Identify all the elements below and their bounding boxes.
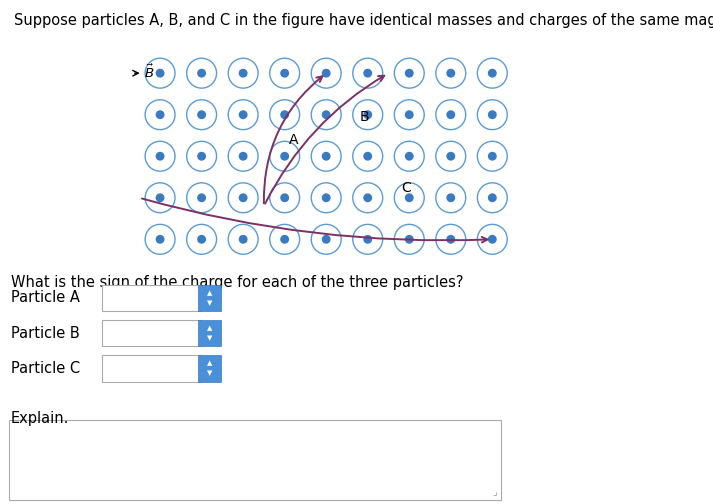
- Circle shape: [447, 111, 454, 118]
- Text: ---Select---: ---Select---: [107, 327, 170, 340]
- Circle shape: [322, 70, 330, 77]
- Circle shape: [281, 194, 288, 202]
- Circle shape: [198, 235, 205, 243]
- Circle shape: [406, 235, 413, 243]
- Circle shape: [364, 153, 371, 160]
- Text: $\vec{B}$: $\vec{B}$: [144, 64, 155, 81]
- Circle shape: [240, 70, 247, 77]
- Circle shape: [156, 235, 164, 243]
- Text: ▲: ▲: [207, 325, 212, 331]
- Text: ▲: ▲: [207, 290, 212, 296]
- Circle shape: [488, 111, 496, 118]
- Text: ▼: ▼: [207, 300, 212, 306]
- Circle shape: [240, 194, 247, 202]
- Circle shape: [322, 153, 330, 160]
- Text: ▲: ▲: [207, 360, 212, 366]
- Circle shape: [488, 70, 496, 77]
- Circle shape: [198, 70, 205, 77]
- Text: ⌟: ⌟: [493, 487, 497, 497]
- Circle shape: [281, 235, 288, 243]
- Circle shape: [198, 194, 205, 202]
- Circle shape: [281, 153, 288, 160]
- Circle shape: [488, 235, 496, 243]
- Text: Suppose particles A, B, and C in the figure have identical masses and charges of: Suppose particles A, B, and C in the fig…: [14, 13, 713, 28]
- Text: Particle B: Particle B: [11, 326, 79, 341]
- Circle shape: [156, 153, 164, 160]
- Circle shape: [156, 194, 164, 202]
- Circle shape: [281, 70, 288, 77]
- Circle shape: [406, 70, 413, 77]
- Circle shape: [447, 235, 454, 243]
- Text: C: C: [401, 180, 411, 195]
- Text: ▼: ▼: [207, 335, 212, 341]
- Circle shape: [322, 235, 330, 243]
- Circle shape: [240, 111, 247, 118]
- Circle shape: [364, 111, 371, 118]
- Circle shape: [406, 153, 413, 160]
- Text: Particle C: Particle C: [11, 361, 80, 376]
- Text: Explain.: Explain.: [11, 411, 69, 426]
- Circle shape: [156, 70, 164, 77]
- Circle shape: [322, 111, 330, 118]
- Text: What is the sign of the charge for each of the three particles?: What is the sign of the charge for each …: [11, 275, 463, 290]
- Circle shape: [198, 111, 205, 118]
- Circle shape: [322, 194, 330, 202]
- Text: Particle A: Particle A: [11, 290, 80, 305]
- Circle shape: [364, 70, 371, 77]
- Text: A: A: [289, 133, 298, 147]
- Circle shape: [447, 70, 454, 77]
- Circle shape: [364, 194, 371, 202]
- Circle shape: [447, 194, 454, 202]
- Circle shape: [406, 194, 413, 202]
- Text: B: B: [359, 110, 369, 124]
- Circle shape: [281, 111, 288, 118]
- Circle shape: [406, 111, 413, 118]
- Circle shape: [240, 235, 247, 243]
- Circle shape: [488, 194, 496, 202]
- Circle shape: [156, 111, 164, 118]
- Circle shape: [198, 153, 205, 160]
- Circle shape: [488, 153, 496, 160]
- Circle shape: [447, 153, 454, 160]
- Text: ---Select---: ---Select---: [107, 291, 170, 304]
- Circle shape: [364, 235, 371, 243]
- Text: ---Select---: ---Select---: [107, 362, 170, 375]
- Text: ▼: ▼: [207, 370, 212, 376]
- Circle shape: [240, 153, 247, 160]
